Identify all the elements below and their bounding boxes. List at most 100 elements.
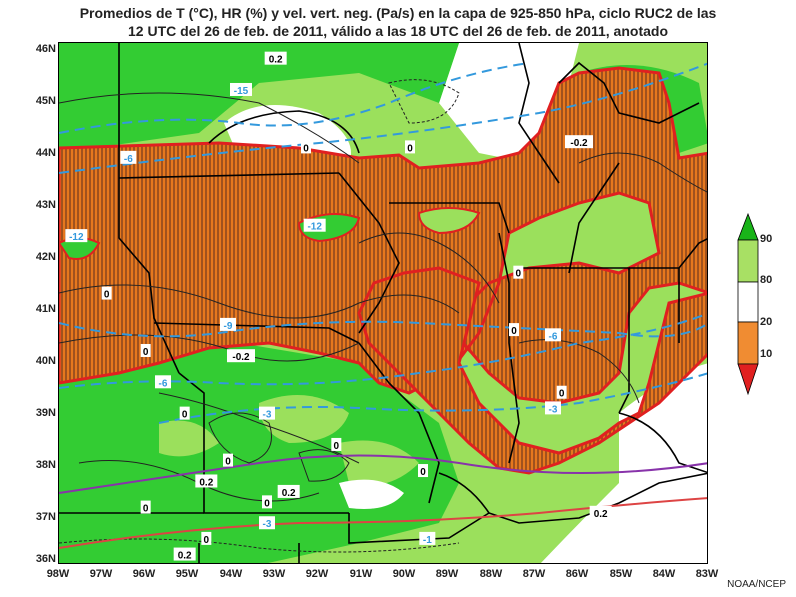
dry-region-south-arm	[357, 266, 707, 475]
contour-label: -12	[69, 232, 84, 243]
state-line-oh-mi	[629, 238, 707, 269]
state-borders	[59, 43, 707, 563]
contour-label-bg	[513, 265, 524, 279]
legend-label-10: 10	[760, 348, 773, 360]
state-line-mn-ia	[118, 172, 340, 179]
contour-loop-dashed	[388, 79, 460, 124]
lat-label: 39N	[35, 407, 56, 419]
lon-label: 91W	[349, 568, 373, 580]
contour-label: 0	[334, 441, 340, 452]
contour-label-bg	[201, 531, 212, 545]
contour-label-bg	[140, 500, 151, 514]
map-canvas: 0.2-150 0 -0.2-12-120-90 -0.2-6-60-30000.20…	[59, 43, 707, 563]
contour-label: -9	[224, 321, 233, 332]
contour-label-bg	[173, 547, 196, 561]
state-line-wi-il	[389, 202, 510, 234]
michigan-shore	[558, 61, 700, 124]
contour-label-bg	[545, 401, 561, 415]
contour-label-bg	[262, 495, 272, 509]
contour-label-bg	[120, 150, 137, 164]
contour-label-bg	[140, 343, 151, 357]
contour-label-bg	[195, 474, 218, 488]
legend-swatch-below-10	[737, 363, 759, 396]
lat-label: 38N	[35, 459, 56, 471]
chart-title: Promedios de T (°C), HR (%) y vel. vert.…	[0, 4, 796, 40]
lat-label: 43N	[35, 199, 56, 211]
state-line-ia-mo	[153, 322, 360, 344]
isotherm-minus-9	[59, 320, 707, 338]
contour-line-7	[518, 339, 640, 404]
contour-label-bg	[405, 140, 415, 154]
state-line-il-in	[498, 232, 520, 464]
lake-michigan-shore-west	[518, 43, 560, 184]
moist-island-2	[417, 207, 481, 235]
contour-label: 0	[407, 143, 413, 154]
humidity-light-green-patch-2	[339, 440, 419, 486]
lat-label: 37N	[35, 511, 56, 523]
isotherms	[59, 62, 707, 549]
lat-label: 36N	[35, 553, 56, 565]
lon-label: 93W	[262, 568, 286, 580]
contour-label: -3	[263, 410, 272, 421]
contour-label: 0.2	[178, 551, 192, 562]
isotherm-minus-3	[158, 372, 707, 424]
contour-label: 0.2	[282, 488, 296, 499]
contour-label-bg	[264, 51, 287, 65]
contour-line-6	[358, 232, 500, 304]
legend-swatch-10-20	[737, 321, 759, 365]
legend-swatch-90-plus	[737, 212, 759, 241]
title-line-1: Promedios de T (°C), HR (%) y vel. vert.…	[79, 5, 717, 21]
lon-label: 87W	[522, 568, 546, 580]
isotherm-plus-3	[59, 497, 707, 549]
source-credit: NOAA/NCEP	[727, 579, 786, 590]
contour-label-bg	[179, 406, 190, 420]
contour-label-bg	[419, 531, 436, 545]
contour-label: 0	[559, 389, 565, 400]
state-line-ohio-river	[618, 412, 707, 474]
legend-label-80: 80	[760, 274, 773, 286]
lon-label: 92W	[305, 568, 329, 580]
title-line-2: 12 UTC del 26 de feb. de 2011, válido a …	[128, 23, 668, 39]
contour-label: 0	[104, 290, 110, 301]
contour-label-bg	[259, 406, 275, 420]
contour-label-bg	[259, 516, 275, 530]
contour-label: 0	[516, 269, 522, 280]
contour-label: -12	[307, 222, 322, 233]
lat-label: 40N	[35, 355, 56, 367]
contour-label: 0.2	[199, 477, 213, 488]
lon-label: 98W	[46, 568, 70, 580]
lon-label: 84W	[652, 568, 676, 580]
lat-label: 45N	[35, 95, 56, 107]
contour-label-bg	[418, 464, 428, 478]
contour-label: 0	[511, 326, 517, 337]
contour-line-1	[59, 92, 360, 164]
contour-label: -3	[549, 404, 558, 415]
contour-label-bg	[223, 453, 233, 467]
legend-label-20: 20	[760, 316, 773, 328]
lon-label: 95W	[175, 568, 199, 580]
contour-label: -15	[234, 86, 249, 97]
lon-label: 89W	[435, 568, 459, 580]
contour-label: -0.2	[570, 138, 588, 149]
contour-label: -6	[124, 154, 133, 165]
contour-label-bg	[65, 229, 88, 243]
contour-loop-2	[298, 449, 350, 482]
contour-label-bg	[556, 385, 567, 399]
legend-swatch-80-90	[737, 239, 759, 283]
legend-label-90: 90	[760, 233, 773, 245]
lon-label: 94W	[219, 568, 243, 580]
lon-label: 85W	[609, 568, 633, 580]
contour-label: 0	[204, 535, 210, 546]
contour-label-bg	[331, 437, 342, 451]
contour-label-bg	[509, 323, 519, 337]
lon-label: 96W	[132, 568, 156, 580]
contour-label-bg	[277, 484, 300, 498]
humidity-white-patch-south	[339, 479, 404, 509]
contour-label: 0	[143, 504, 149, 515]
lake-michigan-shore-east	[568, 162, 620, 274]
contour-line-2	[59, 284, 460, 319]
lat-label: 42N	[35, 251, 56, 263]
state-line-mo-ar	[348, 512, 490, 544]
isotherm-minus-12	[59, 62, 707, 174]
isotherm-zero	[59, 454, 707, 494]
